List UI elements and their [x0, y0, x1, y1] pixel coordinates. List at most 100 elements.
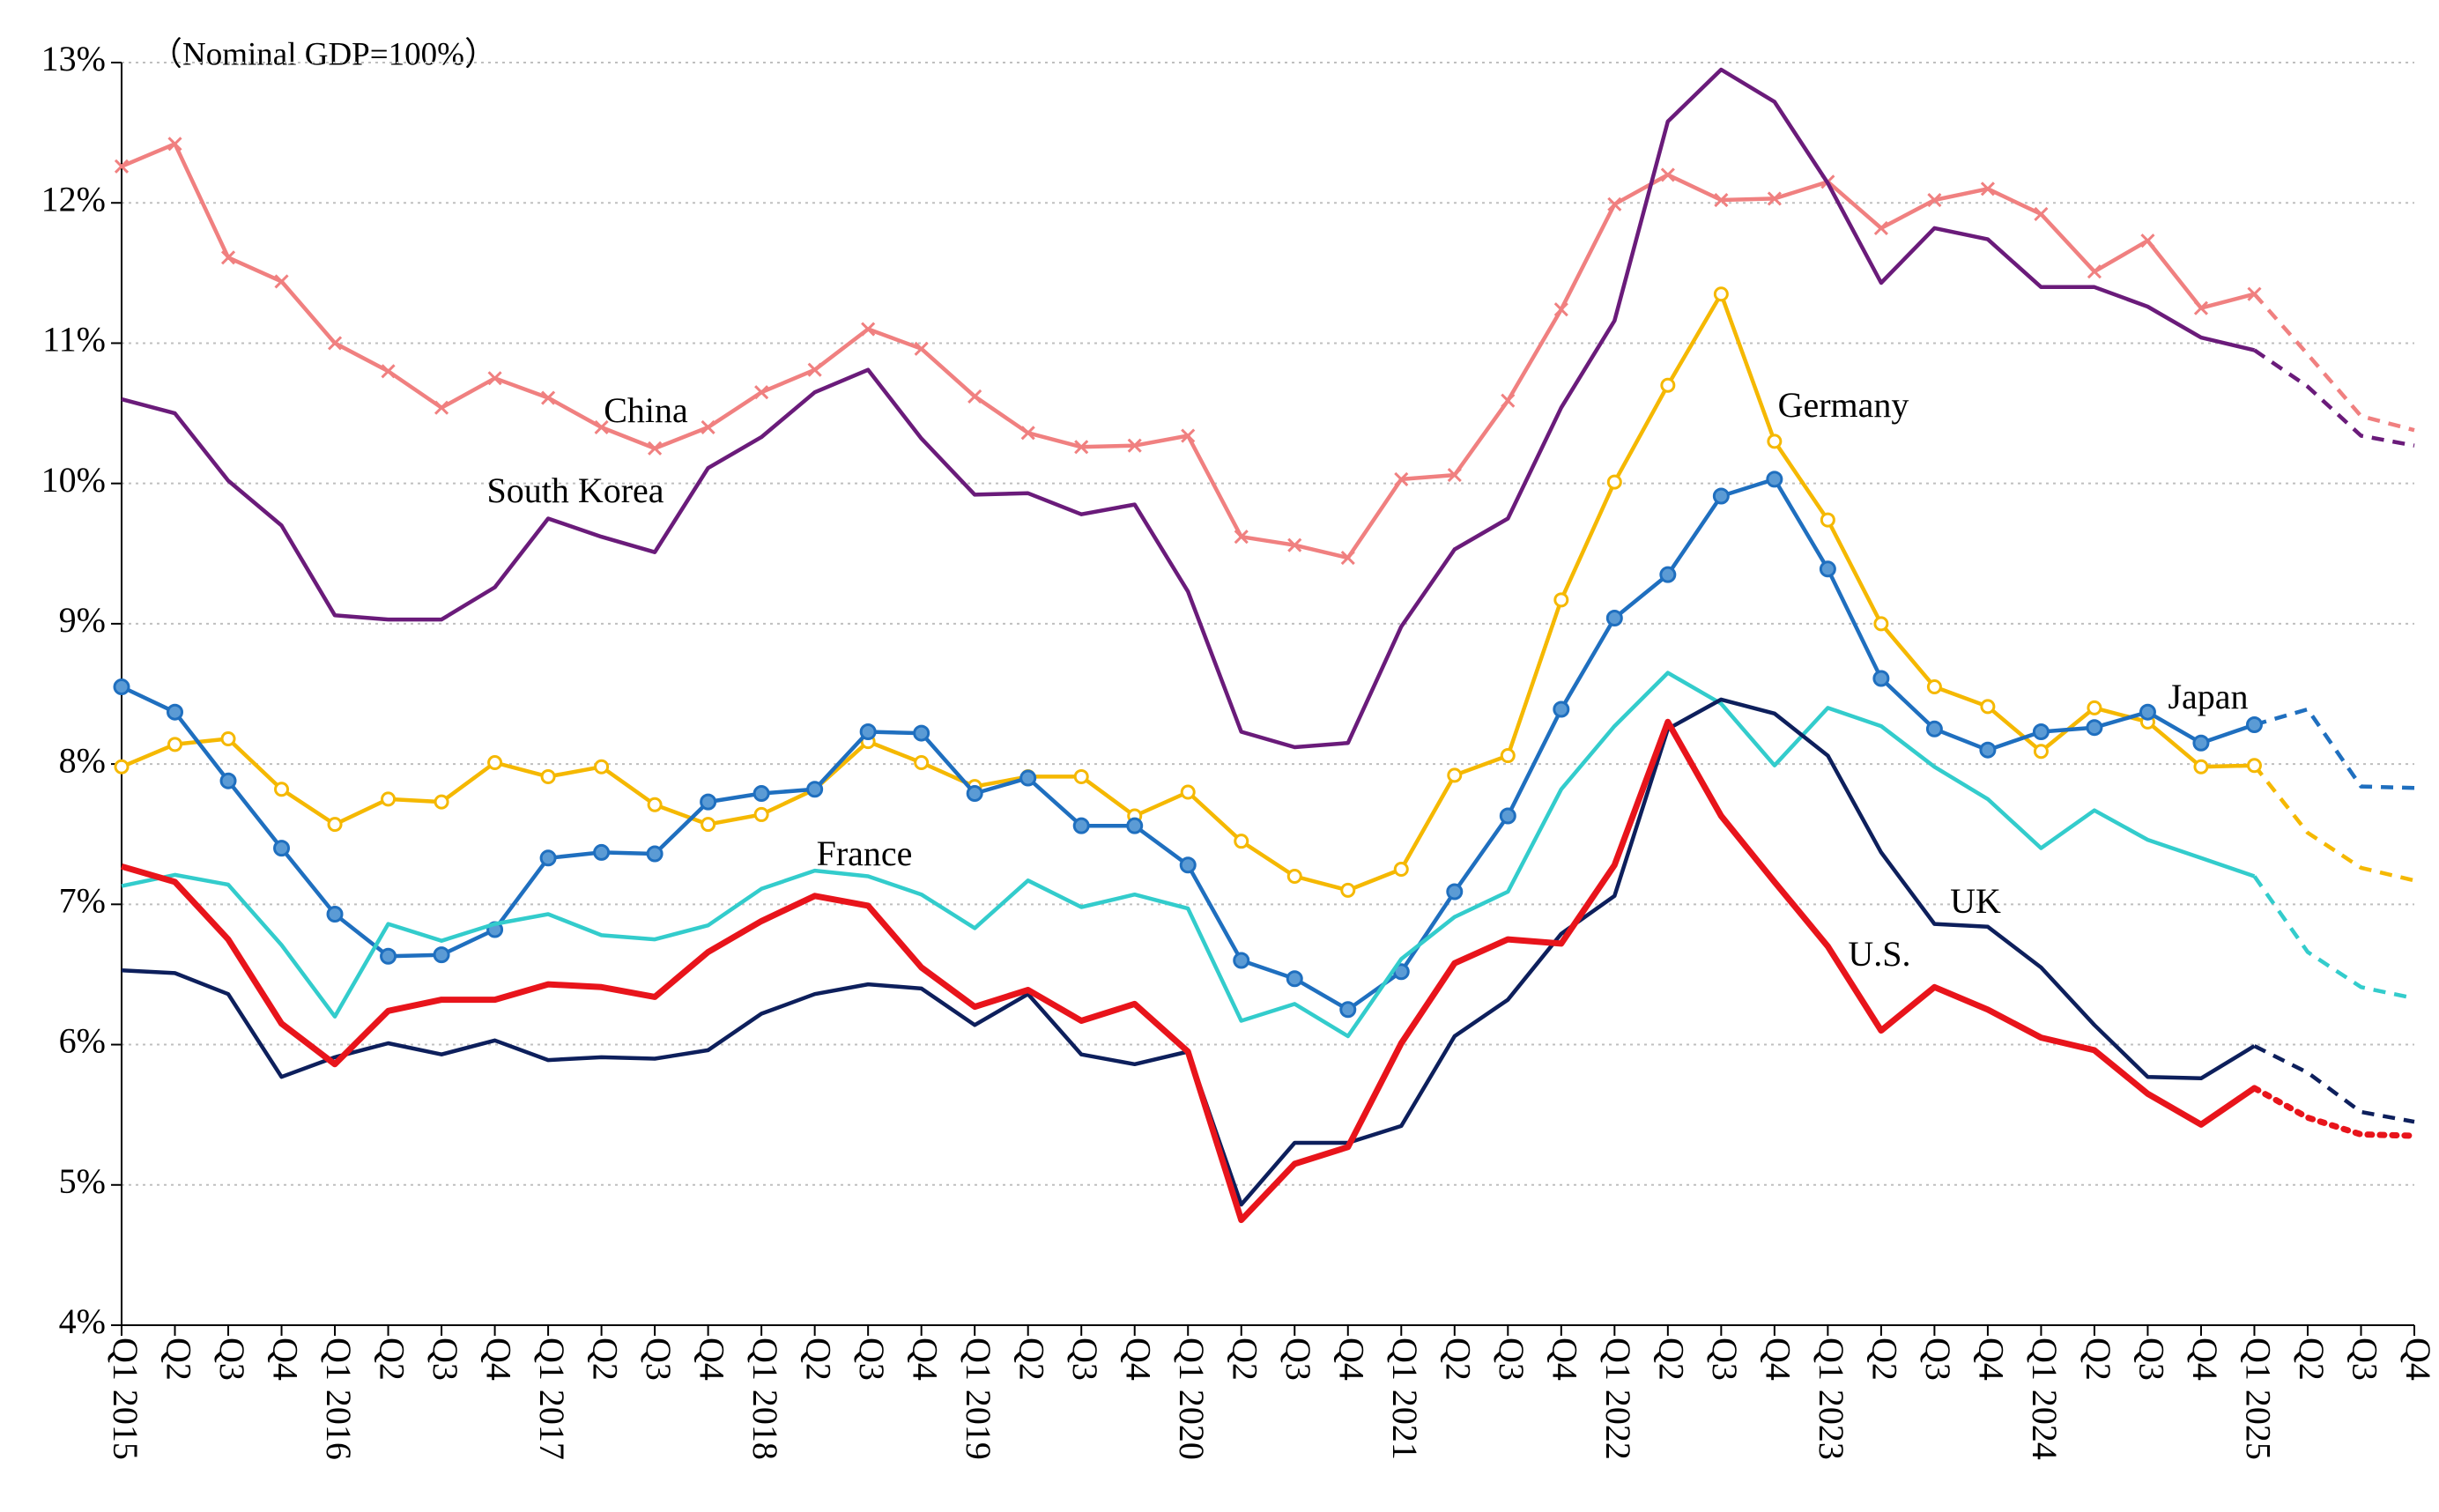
series: [114, 137, 2415, 566]
x-tick-label: Q4: [692, 1338, 731, 1381]
y-tick-label: 4%: [59, 1301, 106, 1341]
marker: [1605, 610, 1623, 627]
x-tick-label: Q1 2018: [745, 1338, 785, 1460]
marker: [1234, 834, 1249, 849]
line: [121, 718, 2257, 1224]
marker: [2032, 723, 2050, 740]
marker: [754, 385, 769, 400]
x-tick-label: Q1 2024: [2025, 1338, 2065, 1460]
x-tick-label: Q1 2017: [532, 1338, 572, 1460]
marker: [539, 849, 557, 867]
x-tick-label: Q2: [798, 1338, 838, 1381]
marker: [381, 791, 397, 807]
marker: [594, 759, 610, 775]
marker: [1446, 883, 1464, 901]
forecast-line: [2252, 293, 2415, 433]
marker: [487, 371, 502, 386]
marker: [1020, 426, 1035, 441]
series: [121, 697, 2415, 1207]
marker: [861, 322, 876, 337]
marker: [2034, 206, 2049, 222]
forecast-line: [2253, 1044, 2415, 1124]
marker: [1501, 393, 1516, 408]
line: [121, 67, 2256, 750]
marker: [1714, 192, 1729, 208]
x-tick-label: Q1 2022: [1598, 1338, 1638, 1460]
marker: [1873, 220, 1888, 235]
marker: [2086, 719, 2103, 737]
marker: [1233, 952, 1250, 969]
series-label: Germany: [1778, 385, 1909, 425]
series: [121, 67, 2415, 750]
x-tick-label: Q4: [1546, 1338, 1585, 1381]
x-tick-label: Q3: [426, 1338, 465, 1381]
marker: [859, 723, 877, 740]
y-tick-label: 8%: [59, 740, 106, 780]
x-tick-label: Q2: [1439, 1338, 1479, 1381]
marker: [274, 274, 289, 289]
x-tick-label: Q1 2023: [1812, 1338, 1851, 1460]
marker: [1925, 720, 1943, 737]
marker: [2245, 716, 2263, 734]
x-tick-label: Q2: [1865, 1338, 1905, 1381]
marker: [700, 793, 717, 811]
marker: [1553, 302, 1568, 317]
marker: [114, 759, 130, 775]
x-tick-label: Q3: [1065, 1338, 1105, 1381]
series-label: France: [817, 834, 913, 873]
y-tick-label: 9%: [59, 600, 106, 640]
series: [113, 471, 2415, 1019]
marker: [913, 724, 930, 742]
x-tick-label: Q4: [1759, 1338, 1798, 1381]
marker: [114, 159, 130, 174]
annotation: （Nominal GDP=100%）: [150, 36, 497, 72]
x-tick-label: Q2: [1652, 1338, 1692, 1381]
x-tick-label: Q4: [1119, 1338, 1159, 1381]
marker: [1447, 767, 1463, 783]
marker: [1553, 592, 1569, 608]
marker: [1340, 882, 1356, 898]
forecast-line: [2252, 764, 2415, 883]
marker: [220, 250, 236, 265]
marker: [326, 905, 344, 923]
marker: [2033, 744, 2049, 760]
marker: [593, 843, 611, 861]
x-tick-label: Q3: [639, 1338, 678, 1381]
marker: [701, 419, 715, 435]
marker: [914, 341, 929, 356]
x-tick-label: Q4: [905, 1338, 945, 1381]
marker: [647, 797, 663, 812]
marker: [1767, 434, 1783, 449]
marker: [1660, 377, 1676, 393]
marker: [1072, 817, 1090, 834]
marker: [1980, 699, 1996, 715]
marker: [167, 737, 183, 752]
marker: [1127, 438, 1142, 453]
marker: [327, 336, 343, 351]
series: [121, 671, 2415, 1039]
marker: [1659, 566, 1677, 583]
x-tick-label: Q4: [2185, 1338, 2225, 1381]
x-tick-label: Q4: [1972, 1338, 2012, 1381]
marker: [1500, 748, 1516, 764]
y-tick-label: 7%: [59, 881, 106, 921]
marker: [1393, 862, 1409, 878]
x-tick-label: Q3: [852, 1338, 892, 1381]
marker: [1872, 670, 1890, 687]
marker: [807, 362, 822, 377]
forecast-line: [2253, 348, 2415, 448]
x-tick-label: Q4: [478, 1338, 518, 1381]
marker: [219, 772, 237, 789]
marker: [1606, 474, 1622, 490]
marker: [914, 755, 930, 771]
x-tick-label: Q3: [2131, 1338, 2171, 1381]
line: [121, 671, 2256, 1039]
marker: [1766, 471, 1783, 488]
x-tick-label: Q3: [212, 1338, 252, 1381]
x-tick-label: Q3: [1705, 1338, 1745, 1381]
series: [121, 718, 2418, 1224]
marker: [1927, 192, 1942, 208]
x-tick-label: Q2: [159, 1338, 198, 1381]
marker: [1447, 468, 1462, 483]
marker: [1660, 167, 1675, 182]
